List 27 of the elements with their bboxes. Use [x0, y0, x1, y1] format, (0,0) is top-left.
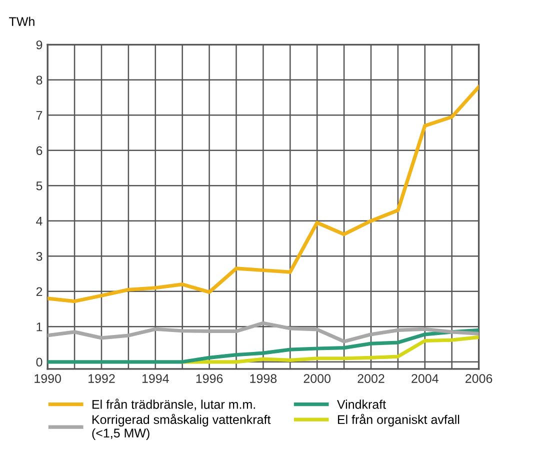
line-series: [48, 321, 479, 344]
x-tick-label: 1994: [142, 374, 169, 383]
y-tick-label: 0: [36, 358, 42, 367]
y-tick-label: 5: [36, 182, 42, 190]
legend-label: Vindkraft: [337, 400, 386, 409]
y-axis-title: TWh: [9, 16, 34, 26]
x-tick-label: 1990: [34, 374, 62, 383]
y-tick-label: 8: [36, 76, 42, 85]
y-tick-label: 6: [36, 146, 42, 156]
y-tick-label: 1: [36, 322, 42, 332]
line-series: [48, 85, 479, 304]
y-tick-label: 7: [36, 111, 42, 120]
x-tick-label: 2004: [412, 374, 438, 383]
line-series: [48, 328, 479, 364]
x-tick-label: 1996: [196, 374, 223, 383]
legend-label: El från organiskt avfall: [338, 414, 460, 427]
x-tick-label: 2006: [466, 374, 492, 383]
legend-label: Korrigerad småskalig vattenkraft (<1,5 MW): [92, 414, 271, 440]
y-tick-label: 4: [36, 216, 42, 226]
y-tick-label: 2: [36, 287, 42, 296]
y-tick-label: 9: [36, 40, 42, 50]
x-tick-label: 1998: [250, 374, 277, 383]
x-tick-label: 2002: [358, 374, 384, 383]
y-tick-label: 3: [36, 252, 42, 261]
legend-label: El från trädbränsle, lutar m.m.: [92, 398, 255, 410]
x-tick-label: 2000: [304, 374, 331, 383]
x-tick-label: 1992: [88, 374, 115, 383]
